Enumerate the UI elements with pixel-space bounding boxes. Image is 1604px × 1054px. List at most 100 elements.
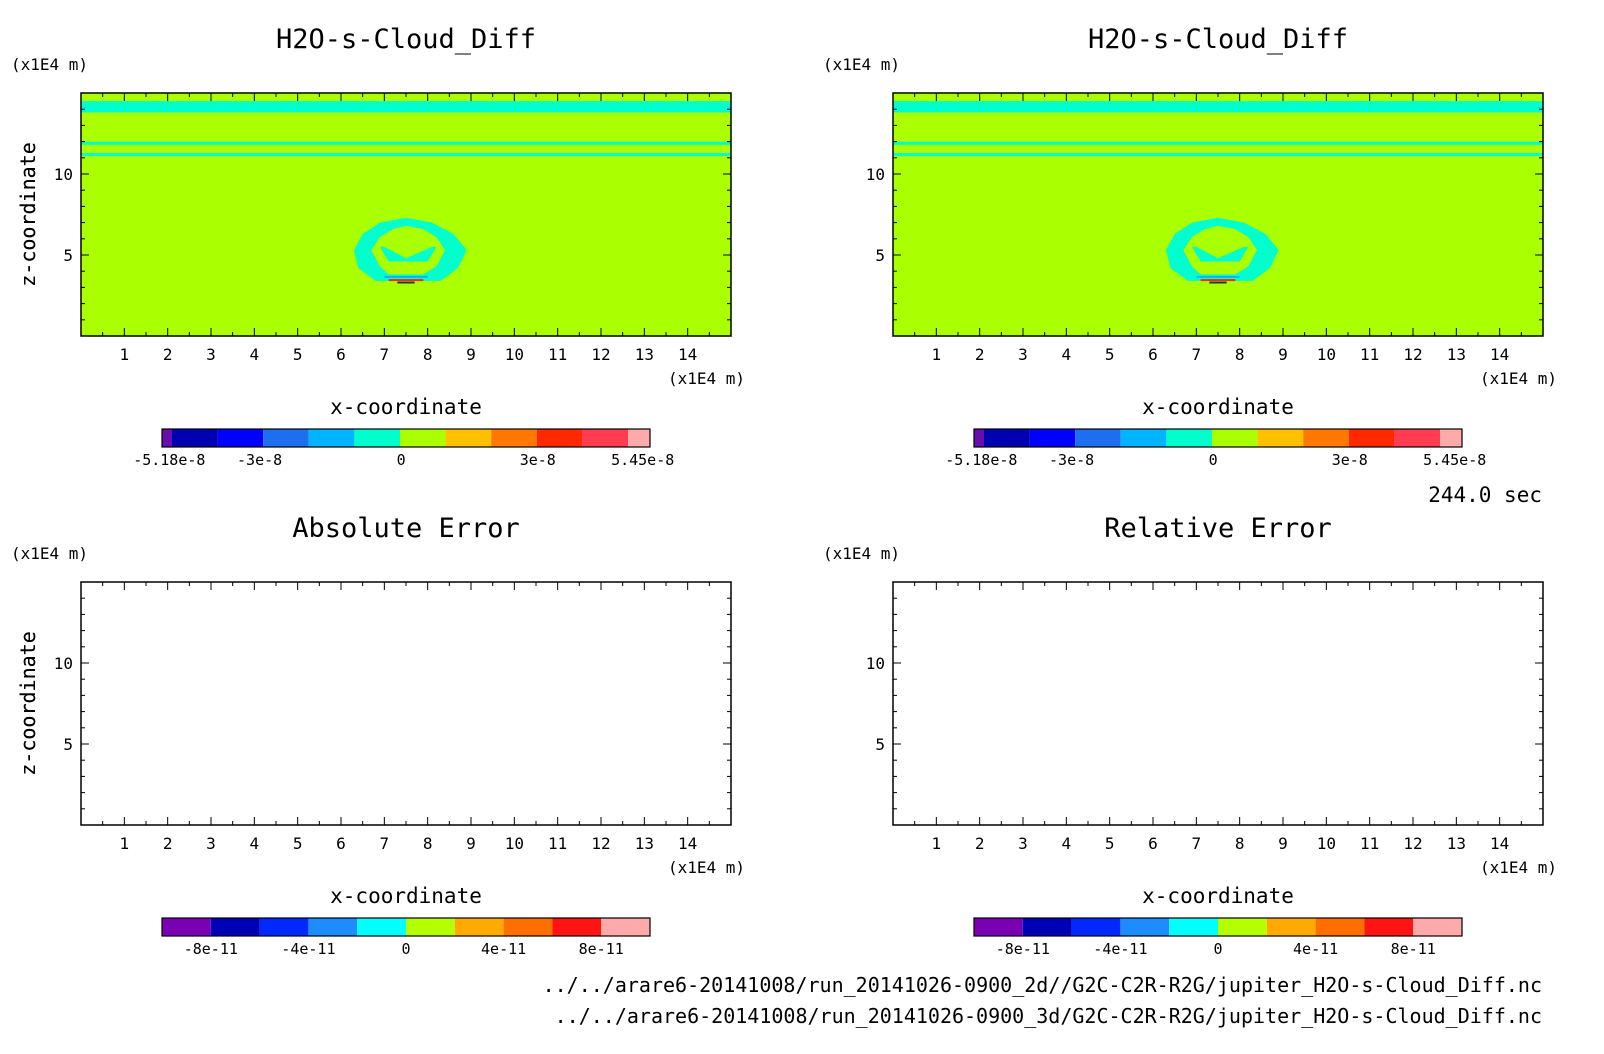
x-unit-label: (x1E4 m) [668,858,745,877]
y-unit-label: (x1E4 m) [823,544,900,563]
colorbar-tick-label: -8e-11 [184,940,238,958]
x-tick-label: 6 [336,834,346,853]
colorbar-swatch [1120,429,1167,447]
y-unit-label: (x1E4 m) [823,55,900,74]
colorbar-swatch [974,429,984,447]
x-tick-label: 14 [1490,345,1509,364]
y-tick-label: 5 [875,735,885,754]
y-axis-label: z-coordinate [16,631,40,776]
colorbar-frame [973,428,1463,448]
colorbar-swatch [628,429,650,447]
x-tick-label: 7 [380,345,390,364]
colorbar-swatch [210,918,260,936]
y-axis-label: z-coordinate [16,142,40,287]
colorbar-swatch [1364,918,1414,936]
colorbar-tick-label: 4e-11 [1293,940,1338,958]
x-unit-label: (x1E4 m) [1480,369,1557,388]
colorbar-swatch [552,918,602,936]
colorbar-swatch [263,429,309,447]
x-tick-label: 10 [505,834,524,853]
colorbar-tick-label: 3e-8 [1332,451,1368,469]
colorbar-tick-label: 0 [397,451,406,469]
contour-stripe-upper [893,141,1543,145]
colorbar-swatch [1022,918,1072,936]
x-tick-label: 11 [1360,834,1379,853]
contour-field [893,93,1543,336]
contour-background [81,93,731,336]
x-axis-label: x-coordinate [330,395,482,419]
colorbar-tick-label: 3e-8 [520,451,556,469]
x-tick-label: 2 [975,834,985,853]
colorbar: -5.18e-8 -3e-8 0 3e-8 5.45e-8 [945,428,1486,469]
x-tick-label: 2 [975,345,985,364]
colorbar-frame [973,917,1463,937]
colorbar-swatch [974,918,1023,936]
cloud-base-line-blue [1196,275,1240,278]
x-tick-label: 14 [1490,834,1509,853]
x-tick-label: 13 [635,834,654,853]
x-tick-label: 7 [1192,345,1202,364]
x-tick-label: 14 [678,834,697,853]
x-tick-label: 11 [548,834,567,853]
cloud-base-line-dark [397,281,415,284]
y-tick-label: 5 [63,735,73,754]
x-tick-label: 6 [1148,834,1158,853]
x-tick-label: 8 [423,345,433,364]
x-tick-label: 4 [1062,834,1072,853]
contour-stripe-lower [893,153,1543,157]
colorbar-swatch [172,429,218,447]
panel-top-right: H2O-s-Cloud_Diff (x1E4 m) (x1E4 m) x-coordi… [16,24,1557,469]
colorbar-swatch [1169,918,1218,936]
colorbar-swatch [162,918,211,936]
colorbar-swatch [1348,429,1395,447]
colorbar-swatch [1413,918,1462,936]
x-tick-label: 6 [336,345,346,364]
x-tick-label: 8 [1235,345,1245,364]
plot-frame [80,581,732,826]
y-axis-label: z-coordinate [16,631,40,776]
colorbar-swatch [536,429,583,447]
colorbar-swatch [445,429,492,447]
file-path-1: ../../arare6-20141008/run_20141026-0900_… [543,973,1542,997]
x-tick-label: 14 [678,345,697,364]
colorbar-tick-label: 8e-11 [1391,940,1436,958]
colorbar-swatch [1166,429,1212,447]
contour-background [893,93,1543,336]
y-tick-label: 10 [54,165,73,184]
x-tick-label: 13 [635,345,654,364]
y-tick-label: 10 [866,654,885,673]
x-tick-label: 9 [1278,834,1288,853]
x-tick-label: 10 [1317,345,1336,364]
x-axis-label: x-coordinate [1142,395,1294,419]
x-tick-label: 11 [548,345,567,364]
colorbar-tick-label: -3e-8 [237,451,282,469]
x-tick-label: 3 [206,834,216,853]
x-tick-label: 4 [250,345,260,364]
colorbar-swatch [491,429,537,447]
colorbar-swatch [1394,429,1440,447]
colorbar-swatch [400,429,446,447]
x-tick-label: 5 [1105,834,1115,853]
x-tick-label: 2 [163,345,173,364]
x-axis-label: x-coordinate [330,884,482,908]
colorbar-swatch [1315,918,1365,936]
colorbar-tick-label: -3e-8 [1049,451,1094,469]
x-tick-label: 9 [466,345,476,364]
cloud-base-line-dark [1209,281,1227,284]
contour-stripe-lower [81,153,731,157]
x-tick-label: 2 [163,834,173,853]
x-tick-label: 10 [505,345,524,364]
cloud-base-line-blue [384,275,428,278]
x-tick-label: 10 [1317,834,1336,853]
x-tick-label: 9 [1278,345,1288,364]
x-tick-label: 7 [380,834,390,853]
colorbar-swatch [259,918,309,936]
colorbar-frame [161,428,651,448]
x-tick-label: 12 [591,834,610,853]
colorbar-swatch [582,429,628,447]
x-tick-label: 13 [1447,834,1466,853]
x-tick-label: 8 [1235,834,1245,853]
y-tick-label: 5 [63,246,73,265]
contour-stripe-upper [81,141,731,145]
